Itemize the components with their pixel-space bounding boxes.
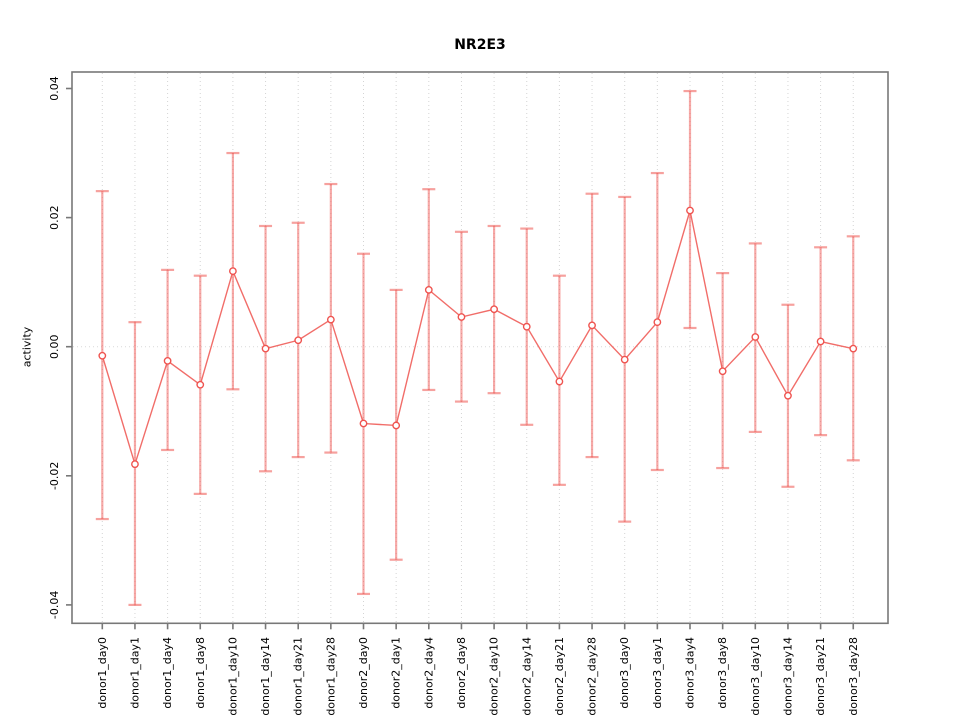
data-point-marker — [392, 421, 401, 430]
data-point-marker — [849, 344, 858, 353]
data-point-marker — [816, 337, 825, 346]
x-tick-label: donor1_day0 — [96, 637, 109, 709]
y-tick-label: 0.02 — [48, 205, 61, 230]
y-axis-label: activity — [20, 326, 34, 368]
series-line — [101, 210, 854, 467]
y-tick-label: 0.04 — [48, 76, 61, 101]
x-tick-label: donor2_day4 — [422, 637, 435, 709]
chart-title: NR2E3 — [454, 37, 506, 53]
data-point-marker — [326, 315, 335, 324]
y-tick-label: 0.00 — [48, 334, 61, 359]
x-tick-label: donor2_day10 — [488, 637, 501, 716]
x-tick-label: donor3_day0 — [618, 637, 631, 709]
x-tick-label: donor1_day8 — [194, 637, 207, 709]
x-tick-label: donor1_day14 — [259, 637, 272, 716]
data-point-marker — [163, 357, 172, 365]
y-tick-label: -0.04 — [48, 591, 61, 619]
data-point-marker — [359, 419, 368, 428]
x-tick-label: donor2_day1 — [390, 637, 403, 709]
x-tick-label: donor2_day0 — [357, 637, 370, 709]
x-tick-label: donor2_day28 — [586, 637, 599, 716]
data-point-marker — [522, 322, 531, 331]
x-tick-label: donor3_day10 — [749, 637, 762, 716]
y-tick-label: -0.02 — [48, 462, 61, 490]
data-point-marker — [294, 336, 303, 345]
data-point-marker — [620, 355, 629, 364]
data-point-marker — [228, 267, 237, 276]
data-point-marker — [457, 313, 466, 321]
x-tick-label: donor3_day8 — [716, 637, 729, 709]
x-tick-label: donor3_day1 — [651, 637, 664, 709]
x-tick-label: donor1_day10 — [226, 637, 239, 716]
x-tick-label: donor1_day28 — [324, 637, 337, 716]
x-tick-label: donor3_day4 — [684, 637, 697, 709]
data-point-marker — [588, 321, 596, 330]
x-tick-label: donor2_day21 — [553, 637, 566, 716]
x-tick-label: donor1_day4 — [161, 637, 174, 709]
data-point-marker — [424, 285, 433, 294]
x-tick-label: donor3_day21 — [814, 637, 827, 716]
x-tick-label: donor2_day8 — [455, 637, 468, 709]
axis-box — [71, 71, 889, 625]
data-point-marker — [490, 305, 498, 314]
data-point-marker — [751, 333, 760, 341]
x-tick-label: donor3_day14 — [781, 637, 794, 716]
x-tick-label: donor1_day1 — [128, 637, 141, 709]
data-point-marker — [261, 344, 270, 353]
x-tick-label: donor2_day14 — [520, 637, 533, 716]
data-point-marker — [555, 377, 564, 386]
data-point-marker — [784, 391, 792, 400]
data-point-marker — [131, 460, 139, 469]
x-tick-label: donor1_day21 — [292, 637, 305, 716]
data-point-marker — [718, 367, 727, 376]
x-tick-label: donor3_day28 — [847, 637, 860, 716]
data-point-marker — [686, 206, 694, 215]
data-point-marker — [98, 351, 107, 360]
data-point-marker — [653, 318, 662, 327]
data-point-marker — [196, 380, 205, 389]
